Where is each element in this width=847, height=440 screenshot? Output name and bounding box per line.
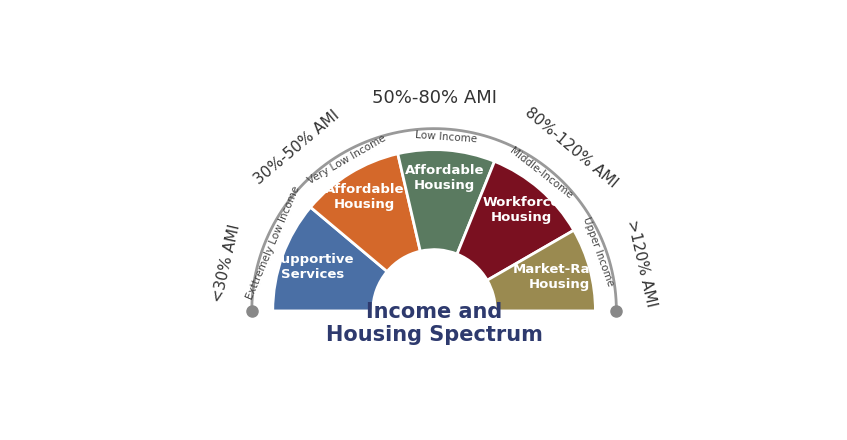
- Text: Supportive
Services: Supportive Services: [271, 253, 354, 281]
- Text: Market-Rate
Housing: Market-Rate Housing: [512, 264, 606, 291]
- Text: 50%-80% AMI: 50%-80% AMI: [372, 89, 496, 107]
- Wedge shape: [487, 230, 595, 311]
- Text: Affordable
Housing: Affordable Housing: [324, 183, 404, 211]
- Text: Exttremely Low Income: Exttremely Low Income: [246, 185, 302, 301]
- Text: Workforce
Housing: Workforce Housing: [483, 196, 561, 224]
- Text: <30% AMI: <30% AMI: [210, 223, 243, 304]
- Wedge shape: [311, 154, 420, 271]
- Text: Upper Income: Upper Income: [581, 215, 615, 287]
- Text: Middle-Income: Middle-Income: [508, 146, 574, 201]
- Wedge shape: [273, 207, 387, 311]
- Text: Affordable
Housing: Affordable Housing: [405, 164, 484, 192]
- Text: Low Income: Low Income: [415, 130, 478, 144]
- Text: 30%-50% AMI: 30%-50% AMI: [252, 108, 343, 188]
- Text: Income and
Housing Spectrum: Income and Housing Spectrum: [325, 302, 543, 345]
- Wedge shape: [457, 161, 573, 280]
- Text: Very Low Income: Very Low Income: [306, 134, 388, 187]
- Text: >120% AMI: >120% AMI: [624, 218, 659, 308]
- Text: 80%-120% AMI: 80%-120% AMI: [522, 105, 620, 191]
- Wedge shape: [398, 150, 495, 254]
